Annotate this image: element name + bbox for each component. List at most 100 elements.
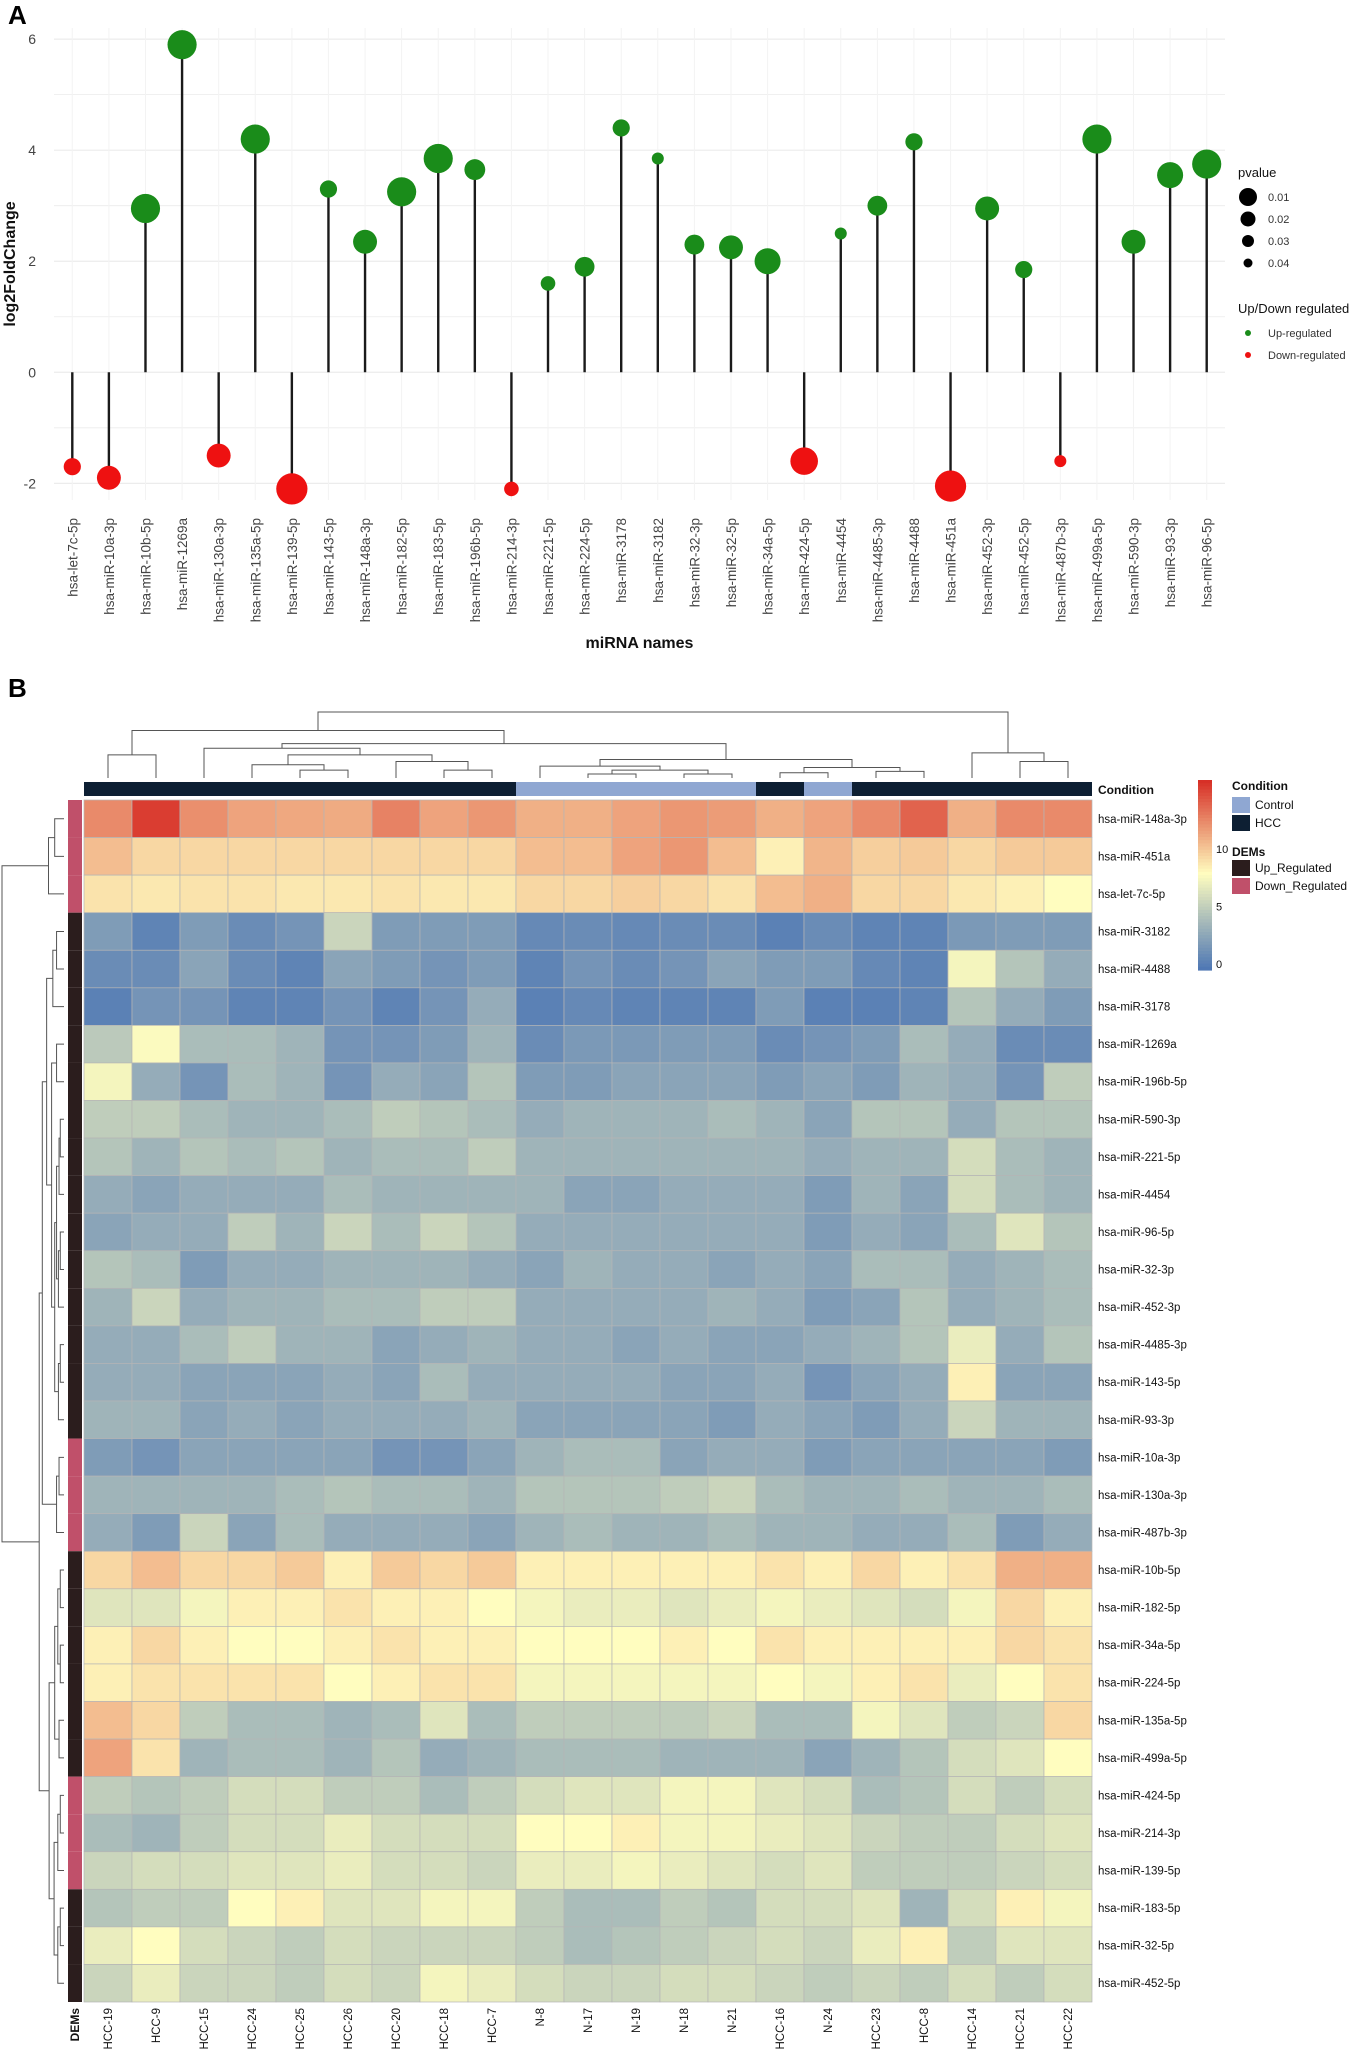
heatmap-cell [515,799,565,838]
condition-annotation-cell [324,782,372,796]
heatmap-cell [659,1025,709,1064]
dems-annotation-cell [68,1100,82,1139]
heatmap-cell [275,1250,325,1289]
heatmap-cell [227,799,277,838]
heatmap-cell [467,1513,517,1552]
heatmap-cell [83,837,133,876]
heatmap-cell [899,1212,949,1252]
heatmap-col-label: HCC-15 [199,2008,211,2050]
heatmap-cell [563,837,613,876]
heatmap-cell [851,1100,901,1139]
heatmap-cell [803,987,853,1026]
heatmap-cell [227,1513,277,1552]
heatmap-cell [899,1776,949,1815]
heatmap-cell [227,1964,277,2003]
heatmap-cell [755,1851,805,1890]
heatmap-cell [179,1626,229,1665]
heatmap-cell [707,1175,757,1214]
heatmap-cell [515,912,565,951]
colorbar-segment [1198,922,1212,927]
heatmap-cell [419,837,469,876]
x-tick-label: hsa-miR-4454 [834,518,849,603]
heatmap-col-label: HCC-24 [247,2007,259,2049]
heatmap-cell [707,1287,757,1327]
heatmap-row-label: hsa-let-7c-5p [1098,889,1165,901]
heatmap-cell [851,1175,901,1214]
heatmap-cell [1043,1475,1093,1515]
heatmap-cell [323,912,373,951]
col-dendrogram-branch [875,770,925,778]
heatmap-cell [275,1287,325,1327]
heatmap-row-label: hsa-miR-196b-5p [1098,1077,1187,1089]
condition-annotation-cell [756,782,804,796]
heatmap-cell [131,837,181,876]
heatmap-cell [659,912,709,951]
heatmap-cell [179,874,229,914]
heatmap-cell [467,1964,517,2003]
heatmap-cell [803,1888,853,1928]
heatmap-cell [131,1926,181,1965]
heatmap-cell [707,1363,757,1402]
heatmap-cell [755,1438,805,1477]
heatmap-cell [515,1250,565,1289]
colorbar-segment [1198,925,1212,930]
dems-annotation-cell [68,1213,82,1251]
dems-annotation-cell [68,800,82,838]
heatmap-row-label: hsa-miR-4454 [1098,1189,1171,1201]
heatmap-cell [1043,1776,1093,1815]
heatmap-cell [515,1287,565,1327]
heatmap-cell [467,1475,517,1515]
y-tick-label: 4 [28,142,36,158]
heatmap-cell [755,837,805,876]
heatmap-cell [515,1513,565,1552]
heatmap-cell [755,949,805,989]
heatmap-cell [419,1287,469,1327]
heatmap-col-label: HCC-20 [391,2008,403,2050]
heatmap-cell [515,1475,565,1515]
col-dendrogram-branch [251,764,325,778]
heatmap-cell [755,1100,805,1139]
heatmap-cell [131,1663,181,1702]
heatmap-cell [83,874,133,914]
condition-annotation-cell [900,782,948,796]
heatmap-cell [899,874,949,914]
heatmap-cell [611,1851,661,1890]
heatmap-cell [467,1062,517,1101]
heatmap-col-label: N-17 [583,2008,595,2033]
heatmap-cell [83,1137,133,1176]
lollipop-point [754,248,781,275]
heatmap-cell [995,1550,1045,1590]
colorbar-segment [1198,928,1212,933]
heatmap-cell [755,1325,805,1364]
heatmap-cell [947,1663,997,1702]
heatmap-cell [803,837,853,876]
heatmap-cell [851,837,901,876]
heatmap-cell [515,1888,565,1928]
heatmap-cell [707,837,757,876]
heatmap-row-label: hsa-miR-452-5p [1098,1978,1180,1990]
condition-annotation-cell [564,782,612,796]
heatmap-cell [323,1100,373,1139]
heatmap-cell [83,1964,133,2003]
row-dendrogram-branch [59,1794,64,1834]
heatmap-cell [899,799,949,838]
legend-dems-swatch [1232,878,1250,894]
heatmap-cell [227,1175,277,1214]
legend-pvalue-title: pvalue [1238,165,1276,180]
dems-annotation-cell [68,1288,82,1326]
heatmap-cell [323,1663,373,1702]
heatmap-cell [371,1776,421,1815]
colorbar-segment [1198,780,1212,784]
heatmap-cell [323,1400,373,1439]
heatmap-cell [467,1550,517,1590]
heatmap-cell [899,1851,949,1890]
dems-annotation-cell [68,1513,82,1552]
heatmap-cell [995,1475,1045,1515]
condition-annotation-cell [372,782,420,796]
heatmap-cell [611,1325,661,1364]
heatmap-cell [371,1475,421,1515]
heatmap-cell [947,1100,997,1139]
heatmap-cell [611,1400,661,1439]
heatmap-cell [323,799,373,838]
heatmap-cell [803,1025,853,1064]
